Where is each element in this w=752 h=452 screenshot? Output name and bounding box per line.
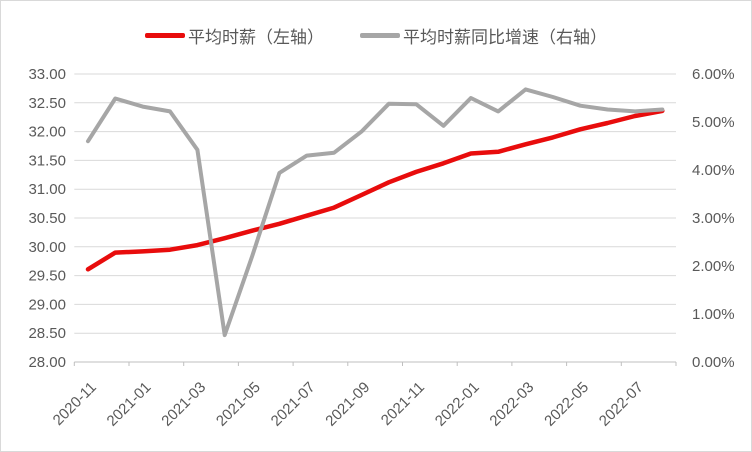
x-axis-tick-label: 2021-05 <box>213 379 264 430</box>
right-axis-tick-label: 3.00% <box>692 210 735 227</box>
chart-legend: 平均时薪（左轴） 平均时薪同比增速（右轴） <box>1 23 751 48</box>
left-axis-tick-label: 31.00 <box>28 181 66 198</box>
right-axis-tick-label: 1.00% <box>692 306 735 323</box>
x-axis-tick-label: 2021-01 <box>104 379 155 430</box>
growth-line <box>86 87 665 338</box>
left-axis-tick-label: 31.50 <box>28 152 66 169</box>
right-axis-tick-label: 6.00% <box>692 66 735 83</box>
x-axis-tick-label: 2021-11 <box>378 379 428 429</box>
legend-label-growth: 平均时薪同比增速（右轴） <box>403 28 607 47</box>
wage-line-swatch-icon <box>145 33 185 38</box>
x-axis-tick-label: 2021-03 <box>158 379 209 430</box>
left-axis-tick-label: 29.50 <box>28 268 66 285</box>
x-axis-tick-label: 2022-05 <box>541 379 592 430</box>
legend-label-wage: 平均时薪（左轴） <box>188 28 324 47</box>
x-axis-tick-label: 2022-03 <box>486 379 537 430</box>
right-axis-tick-label: 2.00% <box>692 258 735 275</box>
x-axis-tick-label: 2021-07 <box>268 379 319 430</box>
left-axis-tick-label: 30.00 <box>28 239 66 256</box>
x-axis-tick-label: 2022-07 <box>596 379 647 430</box>
growth-line-swatch-icon <box>360 33 400 38</box>
x-axis-tick-label: 2022-01 <box>432 379 483 430</box>
left-axis-tick-label: 33.00 <box>28 66 66 83</box>
left-axis-tick-label: 32.50 <box>28 95 66 112</box>
right-axis-tick-label: 4.00% <box>692 162 735 179</box>
left-axis-tick-label: 30.50 <box>28 210 66 227</box>
wage-line <box>85 108 665 272</box>
left-axis-tick-label: 28.50 <box>28 325 66 342</box>
right-axis-tick-label: 0.00% <box>692 354 735 371</box>
left-axis-tick-label: 32.00 <box>28 124 66 141</box>
left-axis-tick-label: 29.00 <box>28 296 66 313</box>
x-axis-tick-label: 2021-09 <box>322 379 373 430</box>
legend-item-wage: 平均时薪（左轴） <box>145 23 324 48</box>
right-axis-tick-label: 5.00% <box>692 114 735 131</box>
left-axis-tick-label: 28.00 <box>28 354 66 371</box>
x-axis-tick-label: 2020-11 <box>50 379 100 429</box>
legend-item-growth: 平均时薪同比增速（右轴） <box>360 23 607 48</box>
